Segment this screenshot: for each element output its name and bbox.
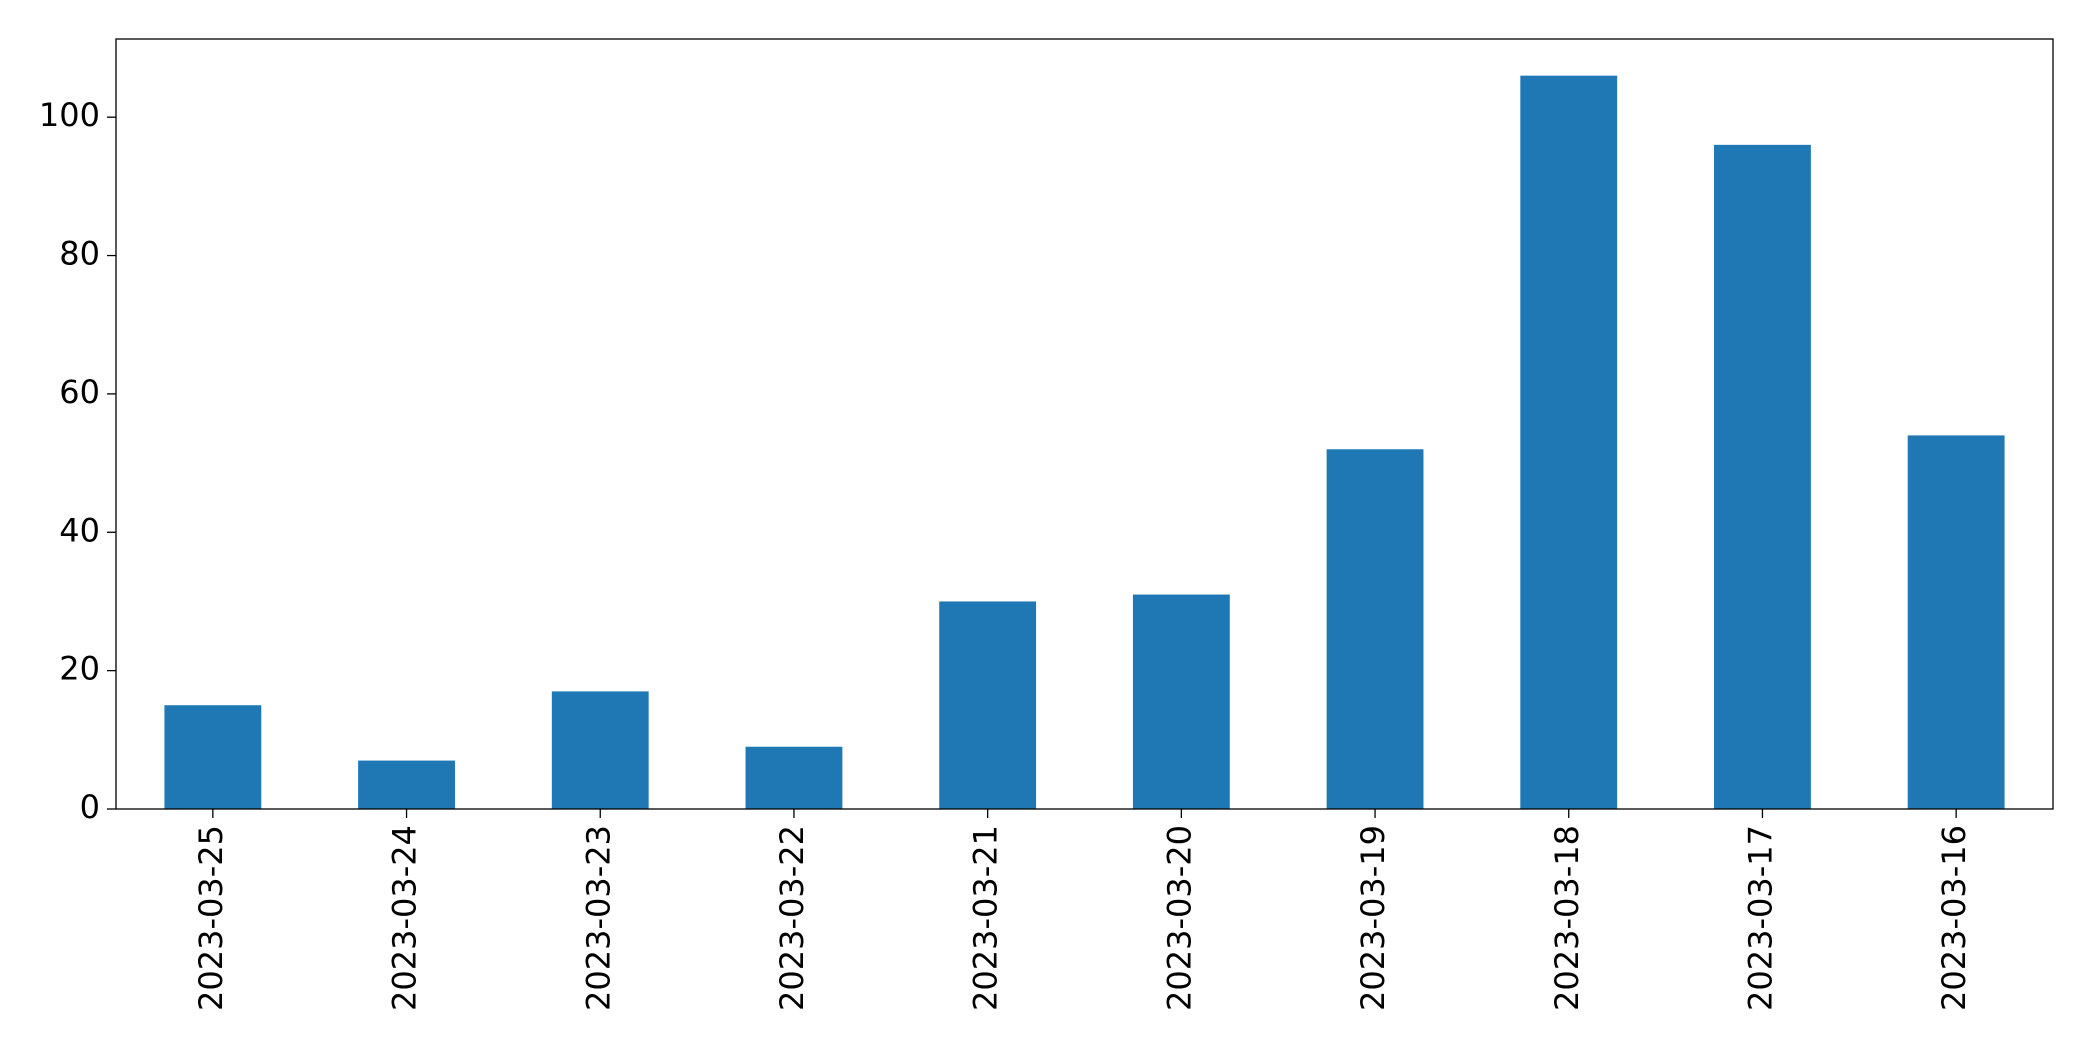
bar: [1714, 144, 1811, 809]
x-tick-label: 2023-03-25: [192, 825, 230, 1011]
y-tick-label: 80: [59, 235, 100, 273]
bar: [551, 691, 649, 809]
y-tick-label: 0: [80, 788, 100, 826]
x-tick-label: 2023-03-17: [1741, 825, 1779, 1011]
x-tick-label: 2023-03-18: [1548, 825, 1586, 1011]
x-tick-label: 2023-03-22: [773, 825, 811, 1011]
y-tick-label: 60: [59, 373, 100, 411]
y-tick-label: 40: [59, 511, 100, 549]
x-tick-label: 2023-03-21: [967, 825, 1005, 1011]
plot-frame: [115, 38, 2054, 810]
y-tick-label: 100: [39, 96, 100, 134]
bar: [1520, 75, 1618, 809]
bar: [939, 601, 1037, 809]
x-tick-label: 2023-03-24: [386, 825, 424, 1011]
x-tick-label: 2023-03-16: [1935, 825, 1973, 1011]
bar: [1907, 435, 2005, 809]
x-tick-label: 2023-03-20: [1160, 825, 1198, 1011]
bar: [358, 760, 455, 809]
y-tick-label: 20: [59, 650, 100, 688]
bar: [164, 705, 262, 809]
x-tick-label: 2023-03-23: [579, 825, 617, 1011]
x-tick-label: 2023-03-19: [1354, 825, 1392, 1011]
bar: [1326, 449, 1424, 809]
bar: [745, 746, 843, 809]
bar: [1132, 594, 1230, 809]
